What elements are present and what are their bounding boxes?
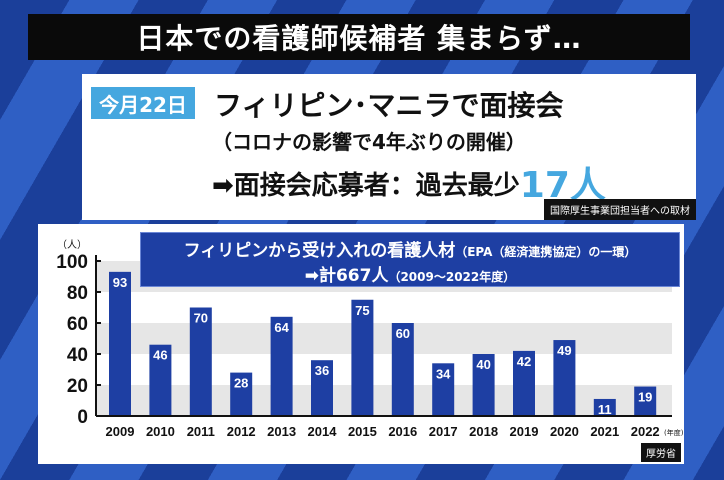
- bar-2010: [149, 344, 172, 416]
- chart-header-line2: ➡計667人: [304, 266, 389, 286]
- date-badge: 今月22日: [91, 87, 195, 119]
- x-tick-2013: 2013: [267, 424, 296, 439]
- chart-header-line1-small: （EPA（経済連携協定）の一環）: [455, 245, 637, 259]
- bar-label-2014: 36: [315, 363, 329, 378]
- info-source: 国際厚生事業団担当者への取材: [544, 199, 696, 220]
- x-tick-2011: 2011: [187, 424, 215, 439]
- bar-2019: [513, 350, 535, 416]
- grid-band: [96, 323, 672, 354]
- x-tick-2022: 2022: [631, 424, 660, 439]
- bar-2021: [593, 398, 616, 416]
- x-tick-2010: 2010: [146, 424, 175, 439]
- chart-header: フィリピンから受け入れの看護人材（EPA（経済連携協定）の一環） ➡計667人（…: [140, 232, 680, 287]
- y-tick-20: 20: [67, 376, 88, 397]
- x-tick-2016: 2016: [388, 424, 417, 439]
- x-tick-2021: 2021: [590, 424, 619, 439]
- headline: 日本での看護師候補者 集まらず…: [28, 14, 690, 60]
- bar-2009: [109, 271, 131, 416]
- chart-source: 厚労省: [641, 443, 681, 462]
- bar-2011: [189, 307, 212, 416]
- bar-label-2015: 75: [355, 303, 369, 318]
- bar-label-2020: 49: [557, 343, 571, 358]
- y-tick-40: 40: [67, 345, 88, 366]
- bar-2020: [553, 340, 576, 416]
- x-tick-2019: 2019: [510, 424, 539, 439]
- bar-label-2018: 40: [476, 357, 490, 372]
- x-tick-2018: 2018: [469, 424, 498, 439]
- bar-2017: [432, 363, 455, 416]
- bar-2014: [311, 360, 333, 416]
- chart-header-line1: フィリピンから受け入れの看護人材: [183, 241, 456, 261]
- info-panel: 今月22日 フィリピン･マニラで面接会 （コロナの影響で4年ぶりの開催） ➡面接…: [82, 74, 696, 220]
- bar-label-2010: 46: [153, 348, 167, 363]
- bar-label-2012: 28: [234, 376, 248, 391]
- bar-label-2011: 70: [194, 311, 208, 326]
- bar-label-2009: 93: [113, 275, 127, 290]
- bar-2013: [270, 316, 293, 416]
- bar-label-2022: 19: [638, 390, 652, 405]
- chart-header-line2-small: （2009～2022年度）: [388, 270, 516, 284]
- grid-band: [96, 385, 672, 416]
- bar-label-2021: 11: [598, 402, 612, 417]
- bar-2018: [472, 354, 495, 416]
- bar-label-2017: 34: [436, 366, 451, 381]
- bar-label-2019: 42: [517, 354, 531, 369]
- bar-label-2013: 64: [274, 320, 289, 335]
- info-line1: フィリピン･マニラで面接会: [214, 89, 564, 122]
- x-tick-2015: 2015: [348, 424, 377, 439]
- bar-2015: [351, 299, 374, 416]
- y-axis-label: （人）: [57, 239, 87, 251]
- info-line3: ➡面接会応募者：過去最少17人: [212, 156, 606, 208]
- bar-label-2016: 60: [396, 326, 410, 341]
- y-tick-0: 0: [77, 407, 88, 428]
- x-tick-2014: 2014: [308, 424, 338, 439]
- x-tick-2017: 2017: [429, 424, 458, 439]
- bar-2022: [634, 386, 657, 416]
- x-axis-label: (年度): [664, 428, 684, 437]
- y-tick-100: 100: [56, 252, 88, 273]
- y-tick-80: 80: [67, 283, 88, 304]
- info-line2: （コロナの影響で4年ぶりの開催）: [212, 130, 526, 154]
- bar-2012: [230, 372, 253, 416]
- x-tick-2020: 2020: [550, 424, 579, 439]
- x-tick-2009: 2009: [106, 424, 135, 439]
- info-line3-prefix: ➡面接会応募者：過去最少: [212, 171, 520, 201]
- y-tick-60: 60: [67, 314, 88, 335]
- x-tick-2012: 2012: [227, 424, 256, 439]
- bar-2016: [391, 323, 414, 416]
